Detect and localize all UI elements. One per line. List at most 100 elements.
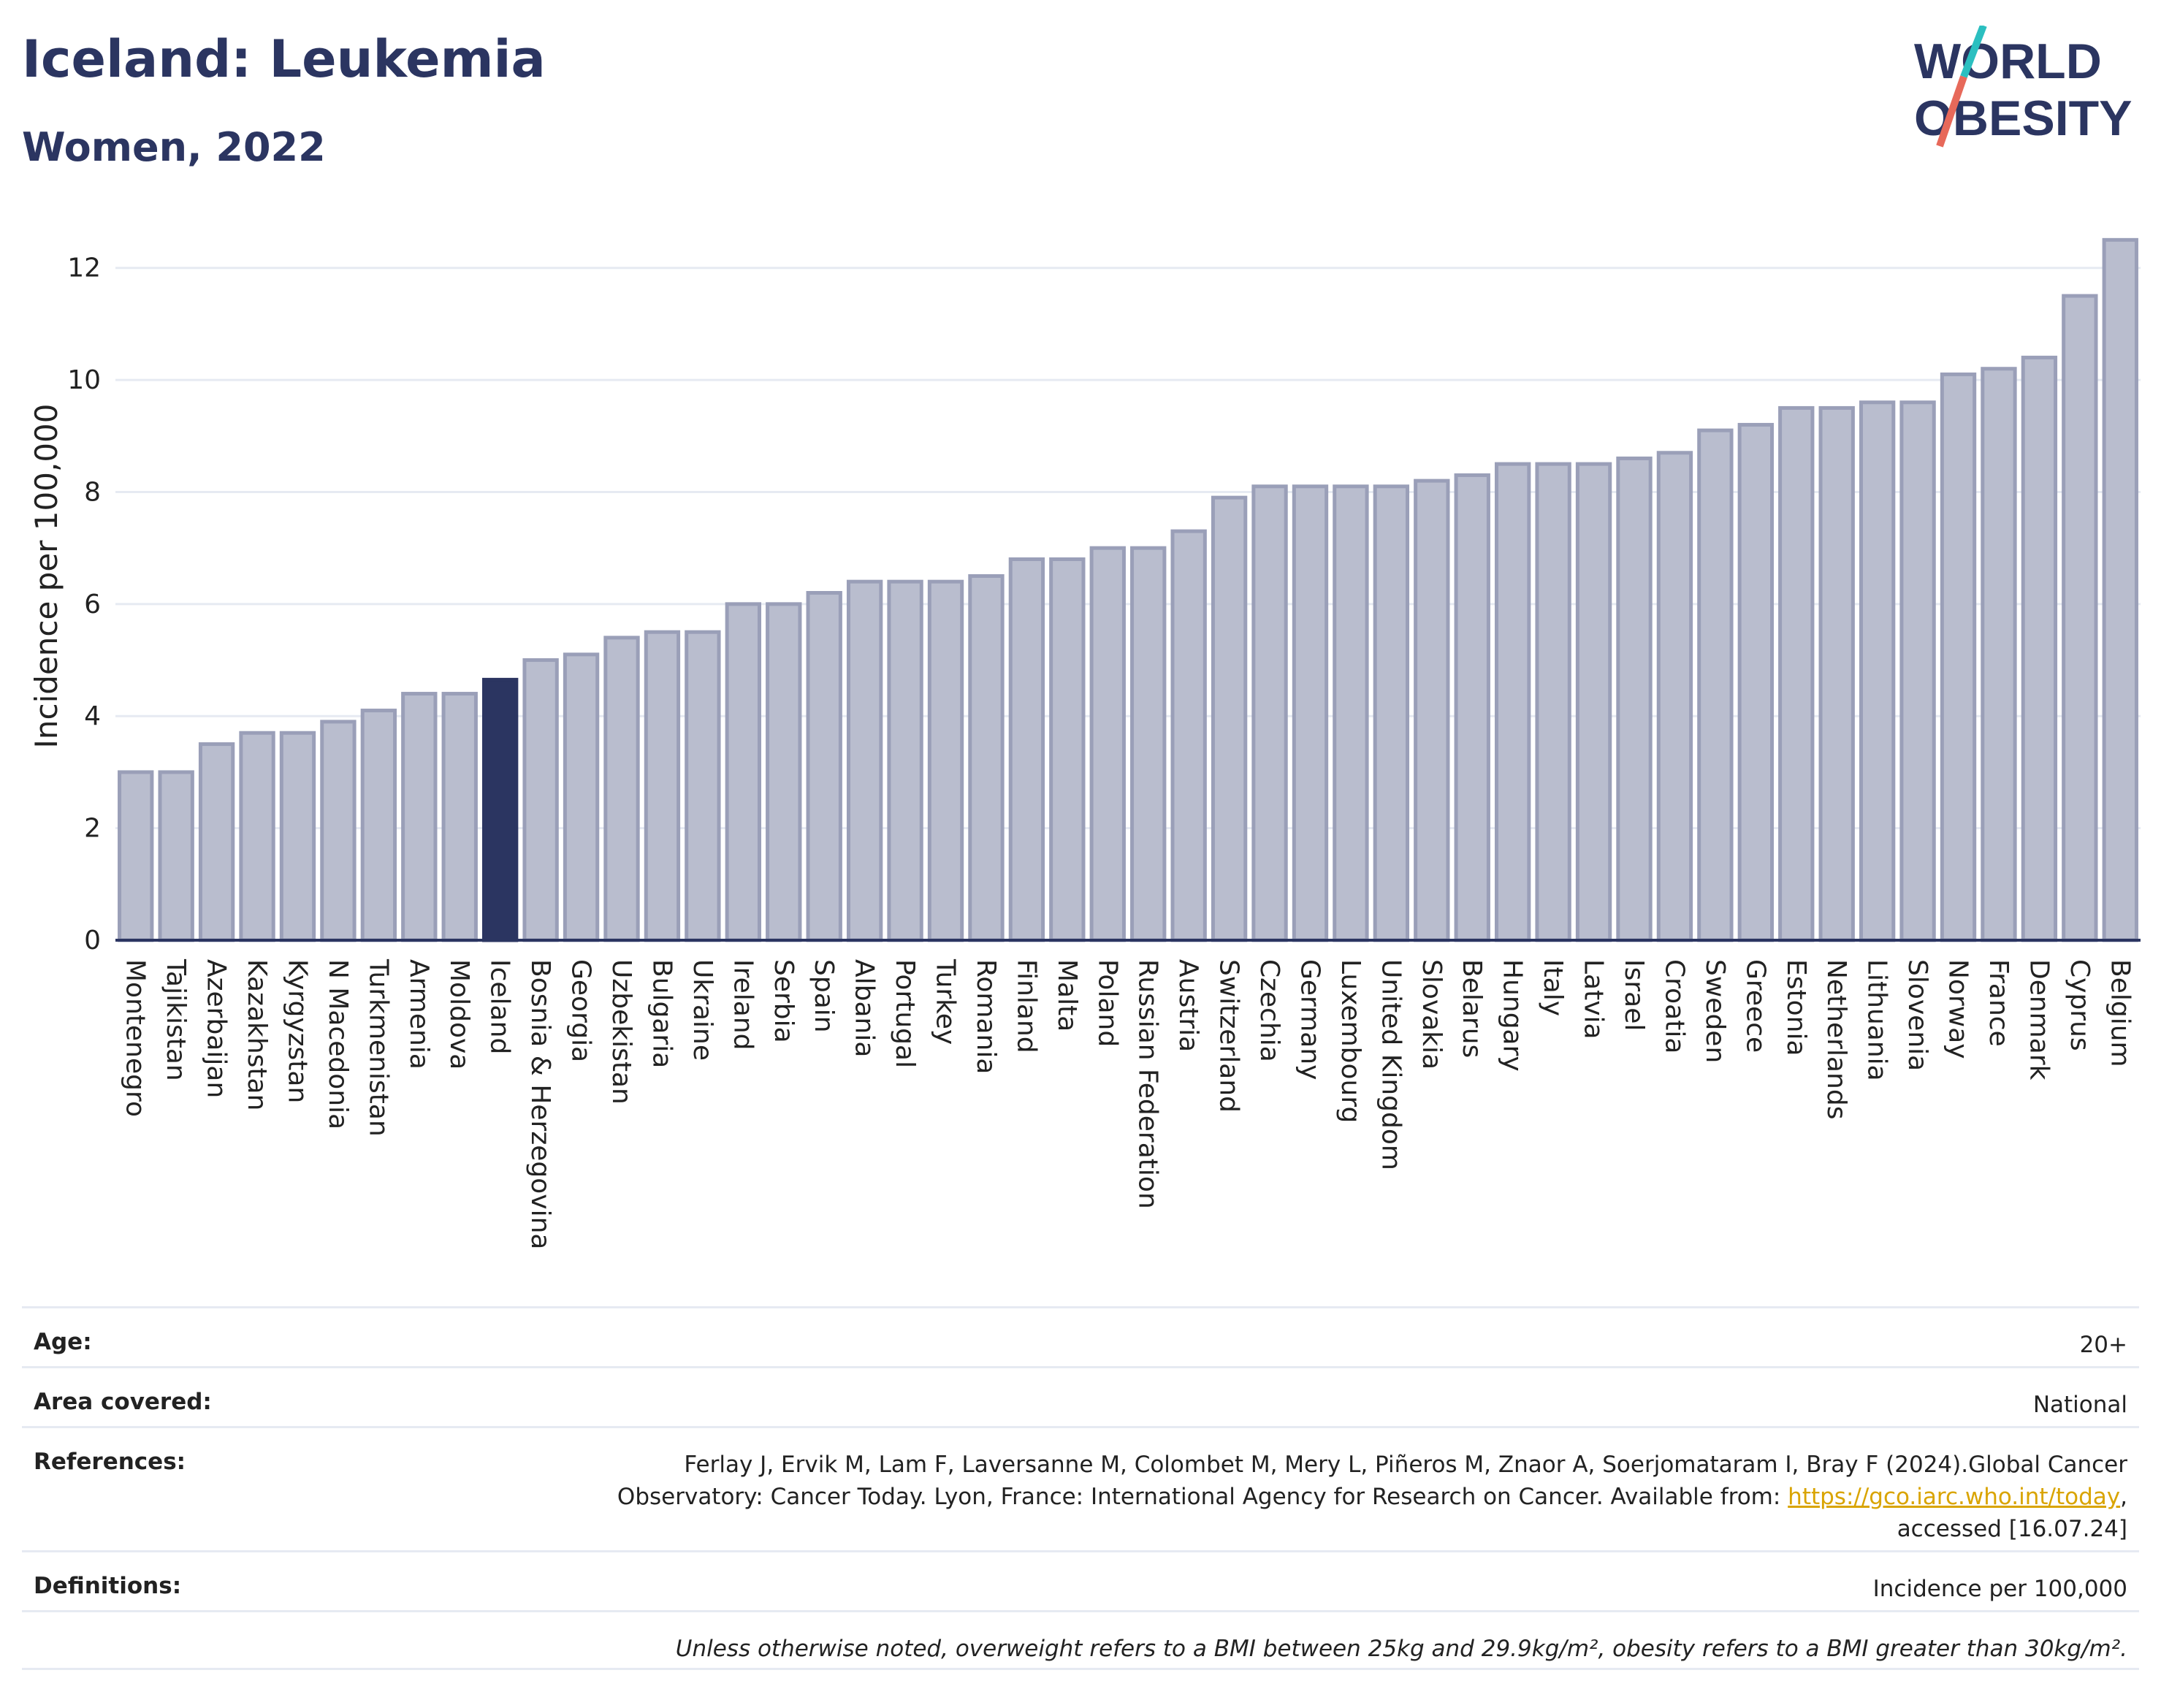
age-label: Age: bbox=[34, 1329, 92, 1355]
bar bbox=[1778, 405, 1815, 942]
bar bbox=[198, 742, 235, 942]
info-row-note: Unless otherwise noted, overweight refer… bbox=[22, 1610, 2139, 1670]
x-tick-label: Israel bbox=[1619, 959, 1649, 1031]
bar bbox=[2102, 237, 2138, 942]
bar bbox=[563, 652, 600, 942]
bar bbox=[1211, 495, 1248, 942]
info-table: Age: 20+ Area covered: National Referenc… bbox=[22, 1306, 2139, 1670]
y-tick-label: 8 bbox=[84, 477, 101, 507]
bar bbox=[1130, 546, 1167, 942]
bar bbox=[1697, 428, 1734, 942]
bar bbox=[1251, 484, 1288, 942]
x-tick-label: Serbia bbox=[769, 959, 799, 1043]
area-value: National bbox=[2032, 1392, 2127, 1418]
x-tick-label: Turkey bbox=[931, 958, 961, 1045]
page-title: Iceland: Leukemia bbox=[22, 29, 546, 89]
y-tick-label: 10 bbox=[67, 365, 101, 395]
x-tick-label: Malta bbox=[1052, 959, 1082, 1032]
bar bbox=[1333, 484, 1369, 942]
bar bbox=[1373, 484, 1410, 942]
x-tick-label: Russian Federation bbox=[1133, 959, 1163, 1209]
page-subtitle: Women, 2022 bbox=[22, 124, 326, 170]
bar bbox=[1940, 372, 1977, 942]
info-row-area: Area covered: National bbox=[22, 1366, 2139, 1426]
x-tick-label: Greece bbox=[1740, 959, 1770, 1053]
bar bbox=[2062, 294, 2098, 942]
x-tick-label: Azerbaijan bbox=[202, 959, 232, 1098]
x-tick-label: Albania bbox=[850, 959, 880, 1057]
references-label: References: bbox=[34, 1449, 186, 1475]
bar bbox=[1292, 484, 1329, 942]
info-row-references: References: Ferlay J, Ervik M, Lam F, La… bbox=[22, 1426, 2139, 1550]
x-tick-label: Spain bbox=[809, 959, 839, 1033]
bar bbox=[1049, 557, 1086, 942]
bar bbox=[927, 579, 964, 942]
bar bbox=[1818, 405, 1855, 942]
references-text-1: Ferlay J, Ervik M, Lam F, Laversanne M, … bbox=[684, 1452, 2127, 1478]
bar bbox=[766, 602, 802, 942]
references-link[interactable]: https://gco.iarc.who.int/today bbox=[1788, 1484, 2121, 1510]
y-tick-label: 2 bbox=[84, 814, 101, 844]
logo-coral-slash bbox=[1936, 75, 1967, 148]
y-tick-label: 6 bbox=[84, 590, 101, 619]
bar bbox=[1656, 451, 1693, 942]
bar bbox=[522, 658, 559, 942]
x-tick-label: Netherlands bbox=[1821, 959, 1851, 1119]
bar bbox=[401, 692, 438, 942]
definitions-value: Incidence per 100,000 bbox=[1872, 1576, 2127, 1602]
bmi-note: Unless otherwise noted, overweight refer… bbox=[675, 1636, 2127, 1662]
bar bbox=[968, 574, 1005, 942]
x-tick-label: Luxembourg bbox=[1335, 959, 1365, 1123]
y-tick-label: 12 bbox=[67, 253, 101, 283]
x-tick-label: Belgium bbox=[2105, 959, 2135, 1067]
bar bbox=[2021, 355, 2058, 942]
bar bbox=[1170, 529, 1207, 942]
x-tick-label: Finland bbox=[1011, 959, 1041, 1053]
logo-line-1: WORLD bbox=[1914, 34, 2102, 89]
x-tick-label: N Macedonia bbox=[323, 959, 353, 1129]
references-value: Ferlay J, Ervik M, Lam F, Laversanne M, … bbox=[617, 1452, 2127, 1542]
x-tick-label: Iceland bbox=[485, 959, 515, 1054]
x-tick-label: Italy bbox=[1538, 959, 1568, 1016]
age-value: 20+ bbox=[2079, 1332, 2127, 1358]
info-row-definitions: Definitions: Incidence per 100,000 bbox=[22, 1550, 2139, 1610]
x-tick-label: Portugal bbox=[890, 959, 920, 1068]
bar bbox=[1981, 367, 2017, 942]
definitions-label: Definitions: bbox=[34, 1573, 182, 1599]
x-tick-label: Slovakia bbox=[1417, 959, 1447, 1070]
x-tick-label: Lithuania bbox=[1862, 959, 1892, 1081]
bar bbox=[603, 636, 640, 942]
bar bbox=[846, 579, 883, 942]
references-text-2: Observatory: Cancer Today. Lyon, France:… bbox=[617, 1484, 1788, 1510]
bar bbox=[1008, 557, 1045, 942]
x-tick-label: Latvia bbox=[1579, 959, 1609, 1040]
bar bbox=[887, 579, 923, 942]
bar bbox=[320, 720, 357, 942]
x-tick-label: Bosnia & Herzegovina bbox=[525, 959, 555, 1249]
x-tick-label: Switzerland bbox=[1214, 959, 1244, 1113]
bar bbox=[806, 591, 842, 942]
x-tick-label: France bbox=[1983, 959, 2013, 1047]
x-tick-label: Croatia bbox=[1659, 959, 1689, 1053]
x-tick-label: Moldova bbox=[444, 959, 474, 1070]
x-tick-label: Austria bbox=[1173, 959, 1203, 1052]
bar bbox=[1737, 422, 1774, 942]
y-tick-label: 4 bbox=[84, 701, 101, 731]
bar bbox=[482, 677, 519, 942]
bar bbox=[279, 731, 316, 942]
bar bbox=[1089, 546, 1126, 942]
x-tick-label: Kazakhstan bbox=[242, 959, 272, 1110]
x-tick-label: Cyprus bbox=[2065, 959, 2095, 1051]
bar bbox=[1859, 400, 1896, 942]
x-tick-label: Norway bbox=[1943, 959, 1973, 1059]
bar bbox=[1899, 400, 1936, 942]
x-tick-label: Kyrgyzstan bbox=[282, 959, 312, 1103]
x-tick-label: Hungary bbox=[1498, 959, 1528, 1072]
info-row-age: Age: 20+ bbox=[22, 1306, 2139, 1366]
x-tick-label: Uzbekistan bbox=[606, 959, 636, 1105]
x-tick-label: Montenegro bbox=[121, 959, 150, 1117]
bar bbox=[1495, 462, 1531, 942]
logo-teal-slash bbox=[1960, 26, 1987, 78]
x-tick-label: Poland bbox=[1092, 959, 1122, 1047]
x-tick-label: Armenia bbox=[404, 959, 434, 1070]
